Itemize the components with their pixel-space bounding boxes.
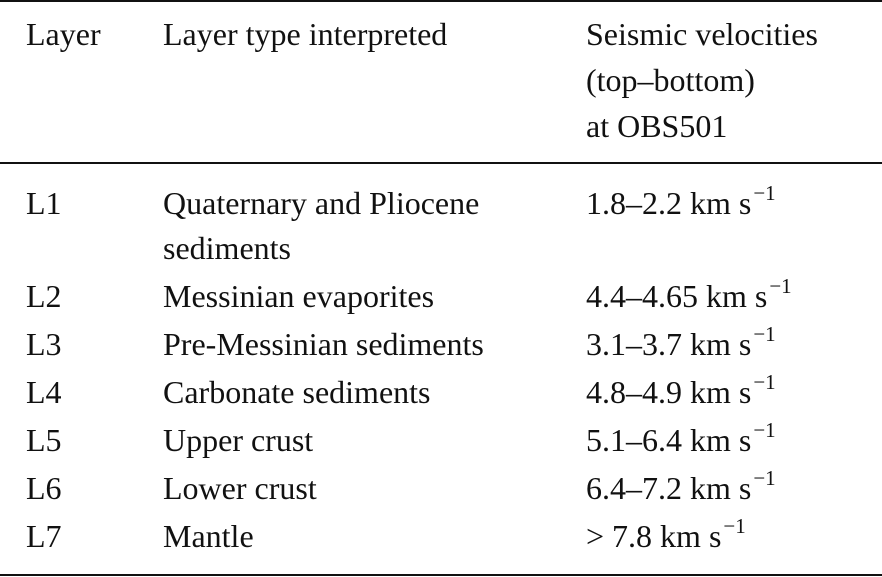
velocity-exponent: −1: [753, 181, 776, 205]
velocity-exponent: −1: [769, 274, 792, 298]
table-cell: L2: [26, 278, 62, 314]
header-cell: (top–bottom): [586, 62, 755, 98]
velocity-value: 6.4–7.2 km s: [586, 470, 752, 506]
velocity-exponent: −1: [753, 466, 776, 490]
table-cell: 4.8–4.9 km s−1: [586, 370, 776, 412]
table-cell: L7: [26, 518, 62, 554]
table-cell: 3.1–3.7 km s−1: [586, 322, 776, 364]
table-cell: Lower crust: [163, 470, 317, 506]
velocity-value: 1.8–2.2 km s: [586, 185, 752, 221]
velocity-value: 5.1–6.4 km s: [586, 422, 752, 458]
table-cell: 6.4–7.2 km s−1: [586, 466, 776, 508]
velocity-value: 4.4–4.65 km s: [586, 278, 768, 314]
table-cell: Upper crust: [163, 422, 314, 458]
bottom-rule: [0, 574, 882, 576]
header-cell: Seismic velocities: [586, 16, 818, 52]
velocity-value: > 7.8 km s: [586, 518, 722, 554]
table-cell: Quaternary and Pliocene: [163, 185, 480, 221]
table-cell: 4.4–4.65 km s−1: [586, 274, 792, 316]
velocity-exponent: −1: [723, 514, 746, 538]
velocity-exponent: −1: [753, 322, 776, 346]
top-rule: [0, 0, 882, 2]
velocity-value: 4.8–4.9 km s: [586, 374, 752, 410]
velocity-exponent: −1: [753, 370, 776, 394]
table-cell: L3: [26, 326, 62, 362]
table-cell: L6: [26, 470, 62, 506]
table-cell: 5.1–6.4 km s−1: [586, 418, 776, 460]
table-cell: Messinian evaporites: [163, 278, 435, 314]
table-cell: L1: [26, 185, 62, 221]
header-cell: Layer type interpreted: [163, 16, 448, 52]
velocity-exponent: −1: [753, 418, 776, 442]
table-cell: Mantle: [163, 518, 254, 554]
header-cell: Layer: [26, 16, 101, 52]
table-cell: Pre-Messinian sediments: [163, 326, 484, 362]
table-cell: L4: [26, 374, 62, 410]
table-cell: > 7.8 km s−1: [586, 514, 746, 556]
table-cell: Carbonate sediments: [163, 374, 431, 410]
header-rule: [0, 162, 882, 164]
velocity-value: 3.1–3.7 km s: [586, 326, 752, 362]
header-cell: at OBS501: [586, 108, 728, 144]
table-cell: L5: [26, 422, 62, 458]
table-cell: sediments: [163, 230, 291, 266]
table-cell: 1.8–2.2 km s−1: [586, 181, 776, 223]
